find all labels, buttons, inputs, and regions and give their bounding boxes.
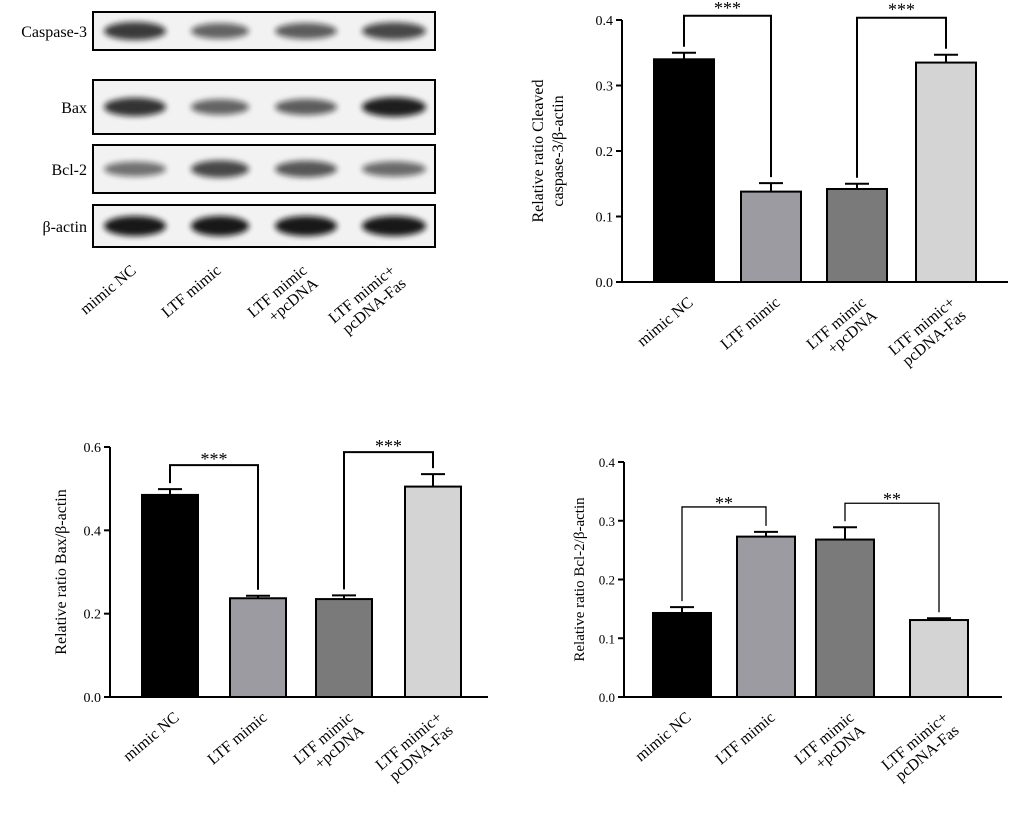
x-tick-label: LTF mimic [205,709,271,768]
blot-band [104,97,166,117]
significance-label: ** [883,489,901,509]
y-axis-label: Relative ratio Bcl-2/β-actin [572,497,588,662]
x-tick-label: LTF mimic+pcDNA-Fas [886,294,970,372]
blot-band [275,216,337,236]
significance-label: *** [201,449,228,469]
bar [229,597,287,698]
blot-band [362,22,426,40]
bcl2-chart: 0.0 0.1 0.2 0.3 0.4 Relative ratio Bcl-2/β-ac… [572,455,1002,787]
significance-bracket [856,16,947,178]
blot-row: Bcl-2 [51,144,436,194]
x-tick-label: mimic NC [120,709,182,765]
significance-label: ** [715,493,733,513]
x-tick-label: LTF mimic+pcDNA [804,294,881,367]
bar [404,485,462,699]
y-tick-label: 0.6 [84,441,102,456]
blot-band [104,22,166,40]
bar [652,611,712,698]
blot-band [191,160,249,178]
blot-band [191,23,249,39]
x-tick-label: LTF mimic [713,709,779,768]
y-tick-label: 0.0 [596,276,614,291]
blot-row-label: Bax [61,100,87,117]
blot-row-label: Caspase-3 [21,24,87,41]
blot-band [362,161,426,177]
bar [315,598,373,698]
y-tick-label: 0.2 [596,145,614,160]
blot-band [104,161,166,177]
blot-row: β-actin [42,204,436,248]
cleaved-caspase3-chart: 0.0 0.1 0.2 0.3 0.4 Relative ratio Cleaved cas… [530,0,1008,372]
bar [815,538,875,698]
y-tick-label: 0.0 [599,690,615,705]
y-axis-label: Relative ratio Cleaved caspase-3/β-actin [530,79,567,222]
y-tick-label: 0.4 [596,14,614,29]
significance-bracket [844,502,940,613]
blot-band [191,99,249,115]
y-axis-label: Relative ratio Bax/β-actin [53,489,70,654]
blot-band [275,23,337,39]
significance-label: *** [888,0,915,20]
blot-row-label: Bcl-2 [51,162,87,179]
y-tick-label: 0.3 [599,514,615,529]
blot-band [104,216,166,236]
blot-lane-label: LTF mimic [159,262,225,321]
significance-bracket [343,451,434,590]
x-tick-label: LTF mimic [718,294,784,353]
blot-row-label: β-actin [42,219,87,236]
blot-band [362,216,426,236]
bar [736,535,796,698]
x-tick-label: LTF mimic+pcDNA [792,709,869,782]
blot-band [191,216,249,236]
bar [653,58,715,283]
blot-row: Caspase-3 [21,11,436,51]
blot-row: Bax [61,79,436,135]
significance-bracket [169,464,259,590]
x-tick-label: mimic NC [634,294,696,350]
blot-band [275,99,337,115]
blot-lane-label: mimic NC [77,262,139,318]
bar [915,61,977,284]
y-tick-label: 0.0 [84,691,102,706]
blot-lane-label: LTF mimic+pcDNA-Fas [326,262,410,340]
bax-chart: 0.0 0.2 0.4 0.6 Relative ratio Bax/β-actin mi… [53,436,488,787]
y-tick-label: 0.4 [84,524,102,539]
x-tick-label: LTF mimic+pcDNA [291,709,368,782]
x-tick-label: LTF mimic+pcDNA-Fas [879,709,963,787]
y-tick-label: 0.3 [596,80,614,95]
blot-band [275,160,337,178]
bar [141,493,199,698]
significance-bracket [683,14,772,178]
x-tick-label: LTF mimic+pcDNA-Fas [373,709,457,787]
blot-band [362,97,426,117]
significance-bracket [681,506,767,602]
y-tick-label: 0.2 [84,608,102,623]
x-tick-label: mimic NC [632,709,694,765]
blot-lane-label: LTF mimic+pcDNA [245,262,322,335]
y-tick-label: 0.1 [596,211,614,226]
y-tick-label: 0.2 [599,573,615,588]
bar [826,187,888,284]
y-tick-label: 0.1 [599,631,615,646]
significance-label: *** [375,436,402,456]
significance-label: *** [714,0,741,18]
bar [740,190,802,283]
western-blot-panel: Caspase-3 Bax Bcl-2 β-actin mimic NC LTF mimi… [21,11,436,340]
y-tick-label: 0.4 [599,455,616,470]
bar [909,619,969,698]
